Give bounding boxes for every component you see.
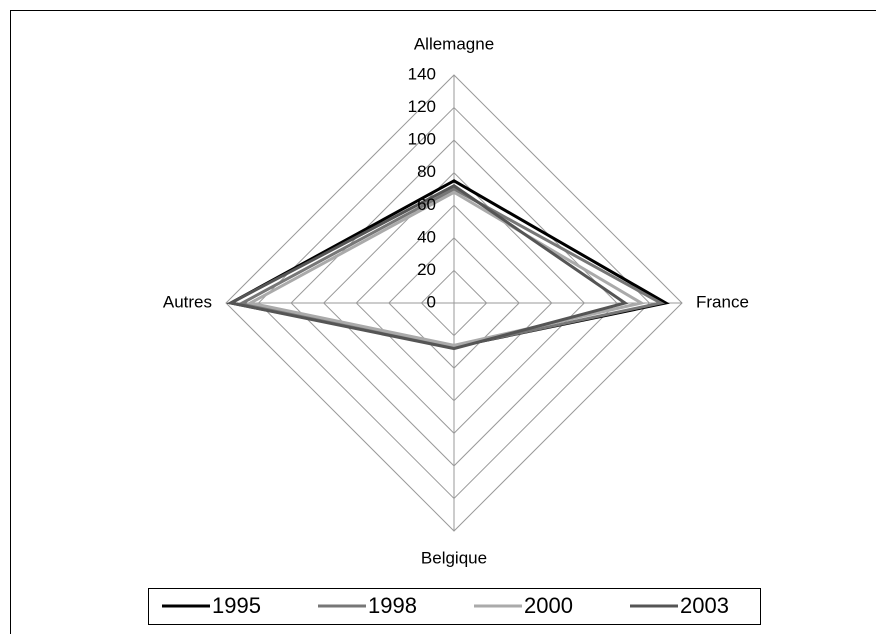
category-label: Belgique	[421, 548, 487, 567]
category-label: Allemagne	[414, 34, 494, 53]
series-line	[231, 181, 666, 347]
legend-label: 1995	[212, 593, 261, 618]
tick-label: 20	[417, 260, 436, 279]
tick-label: 140	[408, 64, 436, 83]
legend-label: 1998	[368, 593, 417, 618]
tick-label: 100	[408, 130, 436, 149]
legend-label: 2000	[524, 593, 573, 618]
tick-label: 120	[408, 97, 436, 116]
frame	[11, 11, 876, 635]
tick-label: 60	[417, 195, 436, 214]
legend-label: 2003	[680, 593, 729, 618]
category-label: France	[696, 292, 749, 311]
tick-label: 0	[427, 292, 436, 311]
series-line	[250, 192, 641, 345]
tick-label: 80	[417, 162, 436, 181]
category-label: Autres	[163, 292, 212, 311]
tick-label: 40	[417, 227, 436, 246]
series-line	[242, 189, 661, 347]
